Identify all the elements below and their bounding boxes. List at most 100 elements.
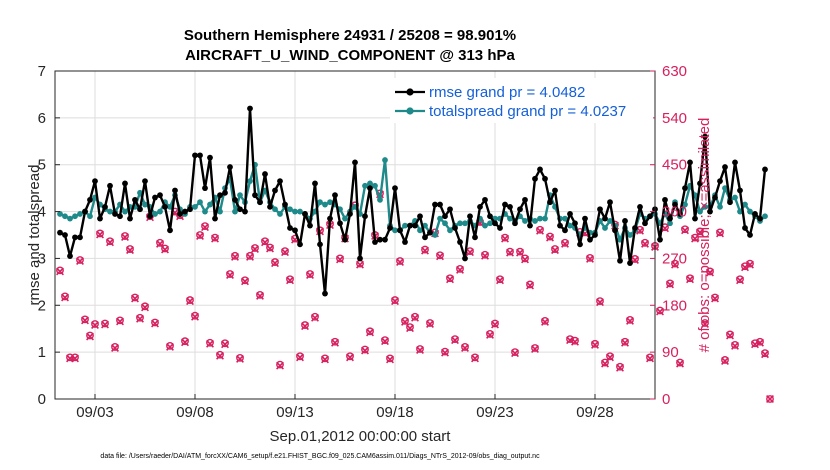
obs-possible-point [186, 296, 194, 304]
obs-possible-point [526, 280, 534, 289]
obs-assimilated-point [731, 341, 739, 350]
rmse-point [467, 213, 473, 220]
y-axis-label-right: # of obs: o=possible; ×=assimilated [696, 118, 713, 353]
obs-assimilated-point [206, 339, 214, 348]
obs-possible-point [196, 231, 204, 239]
y-tick-label-left: 6 [38, 110, 46, 127]
rmse-point [567, 211, 573, 217]
rmse-point [262, 171, 268, 177]
totalspread-point [432, 232, 438, 238]
y-tick-label-right: 450 [662, 157, 687, 174]
totalspread-point [732, 194, 738, 201]
rmse-point [252, 192, 258, 199]
totalspread-point [602, 225, 608, 231]
obs-assimilated-point [491, 320, 499, 329]
obs-assimilated-point [451, 336, 459, 345]
rmse-point [717, 178, 723, 185]
obs-possible-point [491, 319, 499, 328]
rmse-point [622, 218, 628, 224]
obs-assimilated-point [306, 271, 314, 280]
totalspread-point [322, 201, 328, 208]
rmse-point [587, 236, 593, 243]
rmse-point [762, 166, 768, 173]
obs-assimilated-point [121, 233, 129, 242]
rmse-point [212, 215, 218, 222]
obs-possible-point [506, 247, 514, 256]
rmse-point [307, 222, 313, 229]
obs-assimilated-point [606, 353, 614, 362]
rmse-point [632, 225, 638, 231]
x-tick-label: 09/13 [276, 404, 314, 421]
obs-possible-point [571, 336, 579, 345]
obs-possible-point [96, 229, 104, 238]
obs-possible-point [181, 337, 189, 346]
obs-possible-point [381, 336, 389, 345]
obs-assimilated-point [446, 275, 454, 284]
totalspread-point [372, 182, 378, 189]
rmse-point [477, 203, 483, 210]
obs-possible-point [411, 312, 419, 321]
obs-assimilated-point [501, 234, 509, 243]
totalspread-point [197, 199, 203, 206]
obs-possible-point [61, 292, 69, 301]
obs-assimilated-point [736, 276, 744, 285]
rmse-point [162, 203, 168, 210]
rmse-point [417, 213, 423, 220]
obs-possible-point [386, 354, 394, 363]
obs-possible-point [391, 296, 399, 304]
rmse-point [407, 222, 413, 229]
rmse-point [302, 211, 308, 217]
totalspread-point [507, 215, 513, 222]
rmse-point [97, 215, 103, 222]
rmse-point [592, 232, 598, 238]
obs-assimilated-point [706, 268, 714, 277]
obs-possible-point [471, 353, 479, 362]
obs-assimilated-point [256, 291, 264, 300]
rmse-point [367, 185, 373, 192]
obs-assimilated-point [111, 344, 119, 352]
rmse-point [552, 187, 558, 194]
totalspread-point [202, 208, 208, 215]
totalspread-point [702, 203, 708, 210]
obs-possible-point [86, 331, 94, 340]
obs-assimilated-point [391, 297, 399, 306]
totalspread-point [542, 215, 548, 222]
obs-possible-point [136, 313, 144, 322]
obs-assimilated-point [361, 346, 369, 355]
x-tick-label: 09/03 [76, 404, 114, 421]
rmse-point [352, 159, 358, 166]
rmse-point [92, 178, 98, 185]
obs-possible-point [621, 337, 629, 346]
rmse-point [122, 180, 128, 187]
obs-assimilated-point [221, 340, 229, 349]
rmse-point [532, 175, 538, 182]
rmse-point [257, 199, 263, 206]
rmse-point [57, 229, 63, 236]
rmse-point [452, 225, 458, 231]
obs-assimilated-point [421, 246, 429, 255]
x-axis-label: Sep.01,2012 00:00:00 start [270, 428, 452, 445]
rmse-point [112, 211, 118, 217]
obs-assimilated-point [86, 332, 94, 341]
totalspread-point [402, 222, 408, 229]
rmse-point [177, 211, 183, 217]
totalspread-point [532, 218, 538, 224]
totalspread-point [367, 180, 373, 187]
rmse-point [107, 182, 113, 189]
y-tick-label-left: 7 [38, 63, 46, 80]
rmse-point [737, 187, 743, 194]
rmse-point [692, 215, 698, 222]
rmse-point [272, 187, 278, 194]
obs-assimilated-point [276, 361, 284, 370]
obs-possible-point [601, 358, 609, 367]
obs-possible-point [641, 238, 649, 247]
obs-assimilated-point [366, 328, 374, 337]
obs-possible-point [461, 343, 469, 351]
rmse-point [697, 180, 703, 187]
obs-assimilated-point [696, 228, 704, 237]
rmse-point [287, 225, 293, 231]
obs-possible-point [366, 327, 374, 336]
rmse-point [392, 185, 398, 192]
rmse-point [332, 192, 338, 199]
